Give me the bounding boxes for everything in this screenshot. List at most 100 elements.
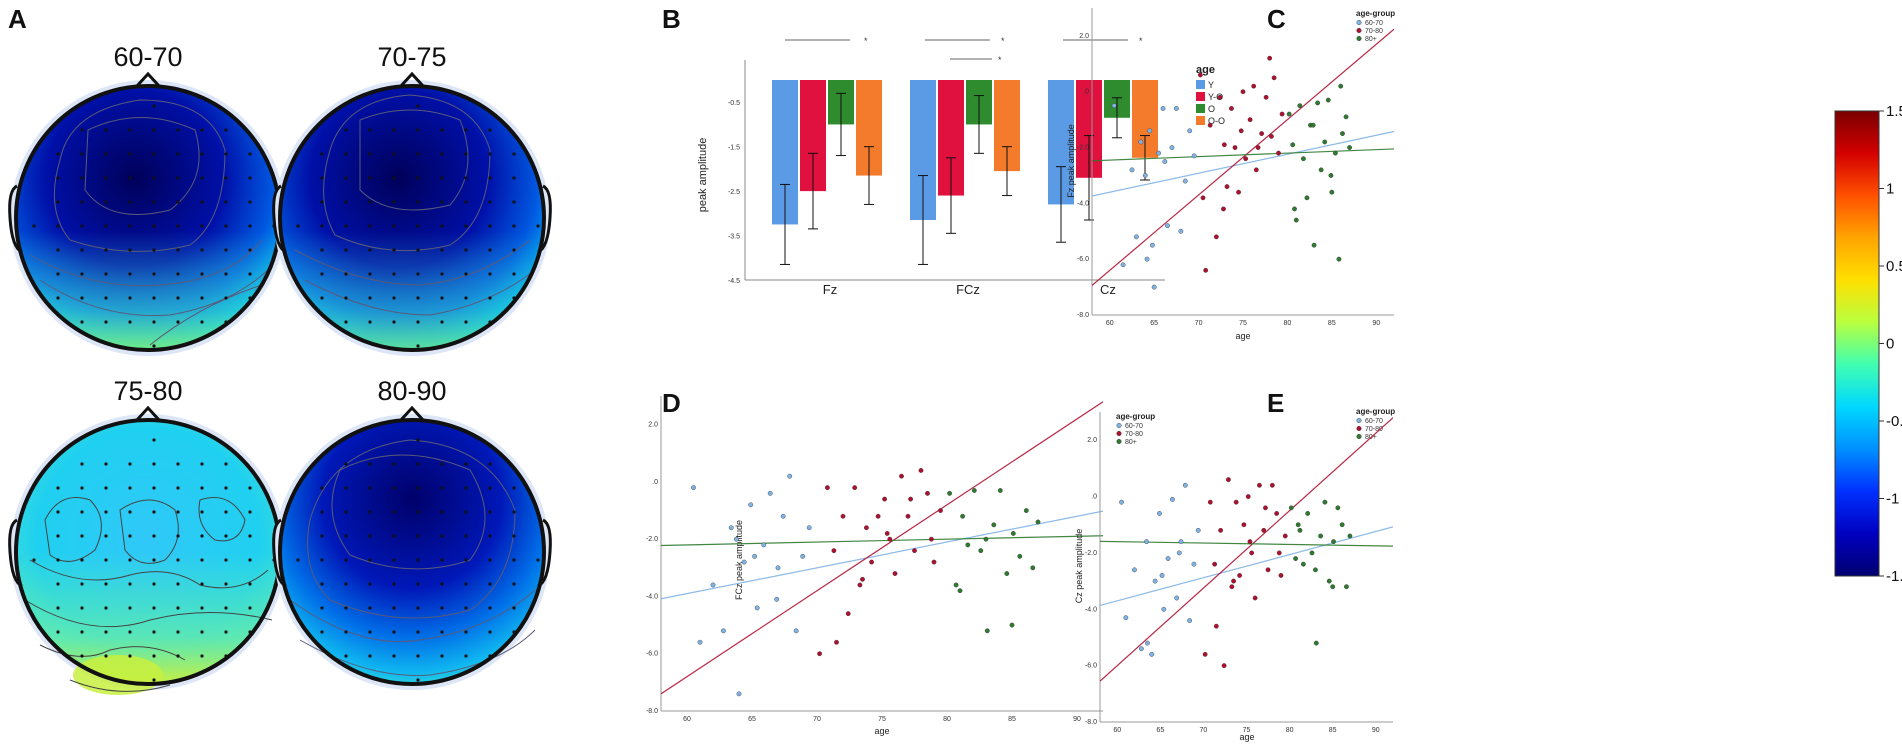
data-point: [1151, 284, 1157, 290]
electrode-dot: [176, 248, 180, 252]
electrode-dot: [464, 558, 468, 562]
data-point: [1197, 72, 1203, 78]
electrode-dot: [128, 534, 132, 538]
x-tick-label: 60: [683, 716, 691, 723]
electrode-dot: [104, 654, 108, 658]
legend-swatch: [1196, 80, 1205, 89]
data-point: [1159, 573, 1165, 578]
electrode-dot: [320, 248, 324, 252]
electrode-dot: [488, 272, 492, 276]
electrode-dot: [344, 582, 348, 586]
electrode-dot: [416, 104, 420, 108]
electrode-dot: [440, 486, 444, 490]
data-point: [1162, 159, 1168, 164]
data-point: [918, 468, 924, 473]
electrode-dot: [248, 200, 252, 204]
data-point: [767, 490, 773, 496]
data-point: [892, 571, 898, 576]
electrode-dot: [56, 510, 60, 514]
data-point: [1229, 584, 1235, 590]
electrode-dot: [392, 654, 396, 658]
data-point: [1160, 106, 1166, 111]
data-point: [1241, 522, 1247, 528]
electrode-dot: [128, 176, 132, 180]
colorbar-tick: -0.5: [1886, 413, 1902, 430]
data-point: [1010, 531, 1016, 536]
bar-series: [772, 80, 1158, 265]
data-point: [817, 651, 822, 657]
electrode-dot: [152, 630, 156, 634]
electrode-dot: [80, 534, 84, 538]
electrode-dot: [176, 582, 180, 586]
electrode-dot: [224, 510, 228, 514]
electrode-dot: [488, 128, 492, 132]
data-point: [1253, 167, 1259, 173]
data-point: [806, 525, 812, 531]
y-tick-label: 2.0: [648, 422, 658, 429]
electrode-dot: [152, 486, 156, 490]
electrode-dot: [200, 510, 204, 514]
y-tick-label: -2.0: [1085, 550, 1097, 557]
data-point: [1138, 646, 1144, 652]
electrode-dot: [152, 200, 156, 204]
data-point: [1257, 482, 1262, 488]
electrode-dot: [392, 606, 396, 610]
data-point: [1213, 234, 1219, 240]
x-tick-label: 75: [1243, 727, 1251, 734]
electrode-dot: [368, 320, 372, 324]
topomap-75-80: 75-80: [8, 376, 288, 695]
electrode-dot: [56, 296, 60, 300]
electrode-dot: [128, 296, 132, 300]
electrode-dot: [392, 128, 396, 132]
electrode-dot: [512, 558, 516, 562]
electrode-dot: [224, 272, 228, 276]
data-point: [1309, 550, 1315, 556]
data-point: [1313, 567, 1318, 573]
data-point: [1237, 573, 1243, 578]
electrode-dot: [536, 558, 540, 562]
data-point: [761, 542, 767, 548]
electrode-dot: [464, 486, 468, 490]
electrode-dot: [152, 438, 156, 442]
data-point: [1030, 565, 1036, 571]
x-tick-label: 85: [1328, 320, 1336, 327]
electrode-dot: [488, 510, 492, 514]
data-point: [1023, 508, 1029, 513]
legend-label: 70-80: [1365, 28, 1383, 35]
electrode-dot: [128, 320, 132, 324]
data-point: [1332, 150, 1338, 156]
electrode-dot: [488, 534, 492, 538]
data-point: [1187, 128, 1193, 134]
electrode-dot: [224, 630, 228, 634]
electrode-dot: [80, 200, 84, 204]
electrode-dot: [152, 104, 156, 108]
electrode-dot: [344, 630, 348, 634]
electrode-dot: [224, 606, 228, 610]
y-tick-label: -8.0: [1077, 312, 1089, 319]
data-point: [1187, 618, 1193, 623]
nose-icon: [398, 71, 426, 89]
data-point: [800, 553, 806, 559]
x-axis-title: age: [1235, 331, 1250, 341]
data-point: [1292, 206, 1297, 212]
data-point: [1138, 139, 1144, 145]
data-point: [787, 473, 793, 479]
electrode-dot: [416, 678, 420, 682]
x-tick-label: 65: [748, 716, 756, 723]
nose-icon: [134, 405, 162, 423]
data-point: [1336, 256, 1342, 262]
panel-label-b: B: [662, 4, 681, 34]
data-point: [1009, 622, 1015, 628]
electrode-dot: [128, 582, 132, 586]
topomap-title: 70-75: [377, 42, 446, 72]
data-point: [947, 490, 952, 496]
electrode-dot: [200, 582, 204, 586]
electrode-dot: [152, 176, 156, 180]
data-point: [1249, 550, 1255, 556]
data-point: [1311, 242, 1317, 248]
electrode-dot: [224, 462, 228, 466]
data-point: [1150, 242, 1155, 248]
data-point: [1169, 496, 1175, 502]
data-point: [1178, 228, 1184, 234]
